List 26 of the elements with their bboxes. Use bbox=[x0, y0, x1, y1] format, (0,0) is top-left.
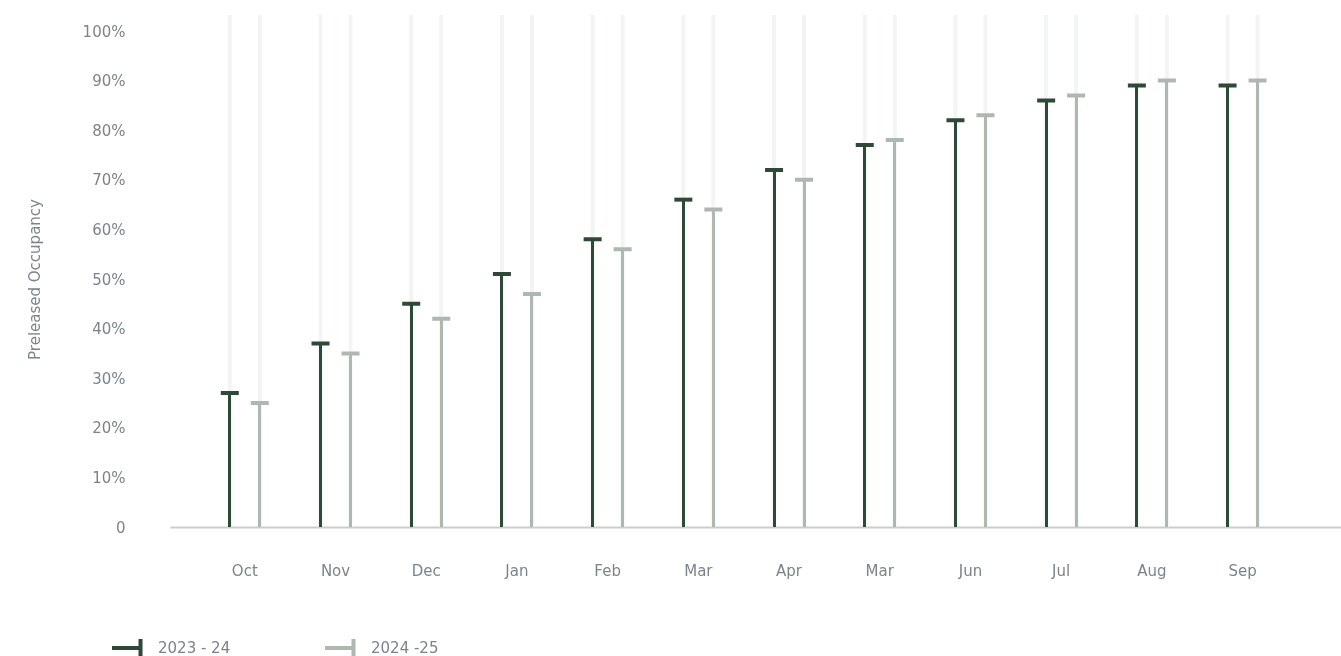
x-tick-label: Jul bbox=[1051, 561, 1071, 580]
x-tick-label: Feb bbox=[594, 561, 621, 580]
x-tick-label: Mar bbox=[684, 561, 714, 580]
legend-label: 2023 - 24 bbox=[158, 639, 231, 656]
legend-label: 2024 -25 bbox=[371, 639, 439, 656]
y-tick-label: 80% bbox=[92, 121, 126, 140]
y-tick-label: 100% bbox=[82, 22, 126, 41]
y-tick-label: 20% bbox=[92, 419, 126, 438]
y-tick-label: 10% bbox=[92, 468, 126, 487]
y-tick-label: 0 bbox=[115, 518, 126, 537]
y-tick-label: 40% bbox=[92, 320, 126, 339]
x-tick-label: Dec bbox=[411, 561, 441, 580]
x-tick-label: Jan bbox=[504, 561, 529, 580]
y-axis-title: Preleased Occupancy bbox=[25, 198, 44, 360]
x-tick-label: Aug bbox=[1137, 561, 1167, 580]
x-tick-label: Mar bbox=[865, 561, 895, 580]
y-tick-label: 90% bbox=[92, 72, 126, 91]
y-tick-label: 50% bbox=[92, 270, 126, 289]
x-tick-label: Apr bbox=[776, 561, 803, 580]
x-tick-label: Sep bbox=[1228, 561, 1257, 580]
y-tick-label: 70% bbox=[92, 171, 126, 190]
x-tick-label: Nov bbox=[320, 561, 351, 580]
y-tick-label: 30% bbox=[92, 369, 126, 388]
x-tick-label: Oct bbox=[231, 561, 258, 580]
x-tick-label: Jun bbox=[957, 561, 983, 580]
y-tick-label: 60% bbox=[92, 220, 126, 239]
